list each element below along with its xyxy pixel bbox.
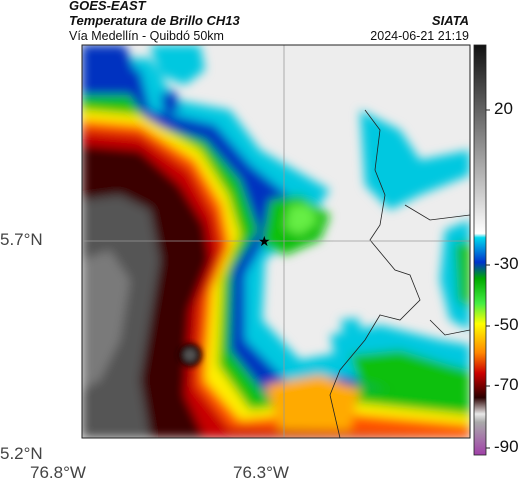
agency-label: SIATA: [431, 13, 469, 28]
colorbar: [473, 44, 487, 456]
location-star-icon: ★: [258, 234, 271, 250]
colorbar-label: -50: [494, 315, 519, 334]
colorbar-label: -70: [494, 375, 519, 394]
x-tick-label: 76.8°W: [30, 463, 86, 482]
satellite-title: GOES-EAST: [69, 0, 146, 13]
y-tick-label: 5.2°N: [0, 444, 43, 463]
y-tick-label: 5.7°N: [0, 230, 43, 249]
location-subtitle: Vía Medellín - Quibdó 50km: [69, 29, 224, 43]
x-tick-label: 76.3°W: [233, 463, 289, 482]
datetime-label: 2024-06-21 21:19: [370, 29, 469, 43]
colorbar-label: 20: [494, 99, 513, 118]
product-title: Temperatura de Brillo CH13: [69, 13, 240, 28]
colorbar-label: -90: [494, 437, 519, 456]
colorbar-label: -30: [494, 254, 519, 273]
